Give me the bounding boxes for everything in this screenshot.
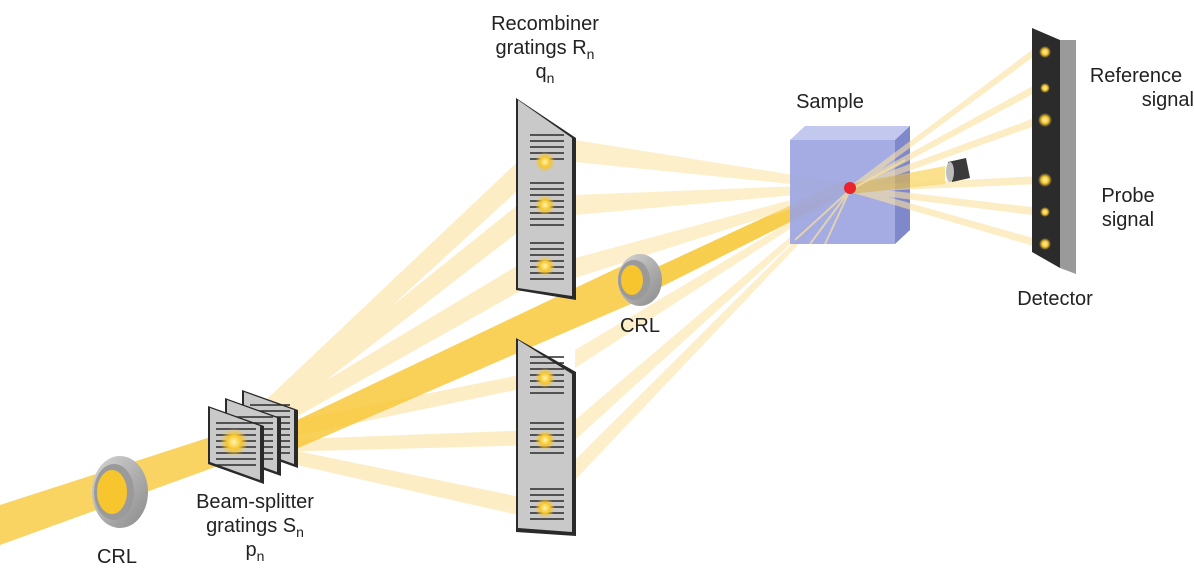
beam-splitter-label-line2: gratings Sn bbox=[206, 515, 304, 540]
beam-splitter-label-line1: Beam-splitter bbox=[196, 491, 314, 513]
probe-signal-label: Probe signal bbox=[1088, 184, 1168, 232]
detector bbox=[1032, 28, 1076, 274]
beam-stop bbox=[946, 158, 970, 182]
recombiner-label-line2: gratings Rn bbox=[495, 37, 595, 62]
crl-left-label: CRL bbox=[96, 546, 137, 568]
probe-label-line1: Probe bbox=[1101, 185, 1155, 207]
beam-splitter-label: Beam-splitter gratings Sn pn bbox=[170, 490, 340, 564]
beam-splitter-gratings bbox=[208, 390, 298, 484]
crl-center-label: CRL bbox=[619, 315, 660, 337]
reference-label-line2: signal bbox=[1141, 89, 1194, 111]
reference-label-line1: Reference bbox=[1089, 65, 1183, 87]
crl-lens-left bbox=[92, 456, 148, 528]
main-beam bbox=[255, 262, 640, 458]
recombiner-label-line1: Recombiner bbox=[491, 13, 599, 35]
sample-label: Sample bbox=[796, 91, 864, 113]
recombiner-grating-lower bbox=[516, 338, 576, 536]
reference-signal-label: Reference signal bbox=[1078, 64, 1194, 112]
crl-lens-center bbox=[618, 254, 662, 306]
recombiner-label: Recombiner gratings Rn qn bbox=[470, 12, 620, 86]
recombiner-grating-upper bbox=[516, 98, 576, 300]
beam-splitter-label-p: pn bbox=[245, 539, 265, 564]
split-beams-upper bbox=[250, 150, 540, 435]
focus-point bbox=[844, 182, 856, 194]
recombiner-label-q: qn bbox=[535, 61, 555, 86]
probe-label-line2: signal bbox=[1101, 209, 1155, 231]
scatter-rays bbox=[794, 159, 906, 245]
recombined-beams-lower bbox=[575, 186, 850, 480]
detector-label: Detector bbox=[1017, 288, 1093, 310]
